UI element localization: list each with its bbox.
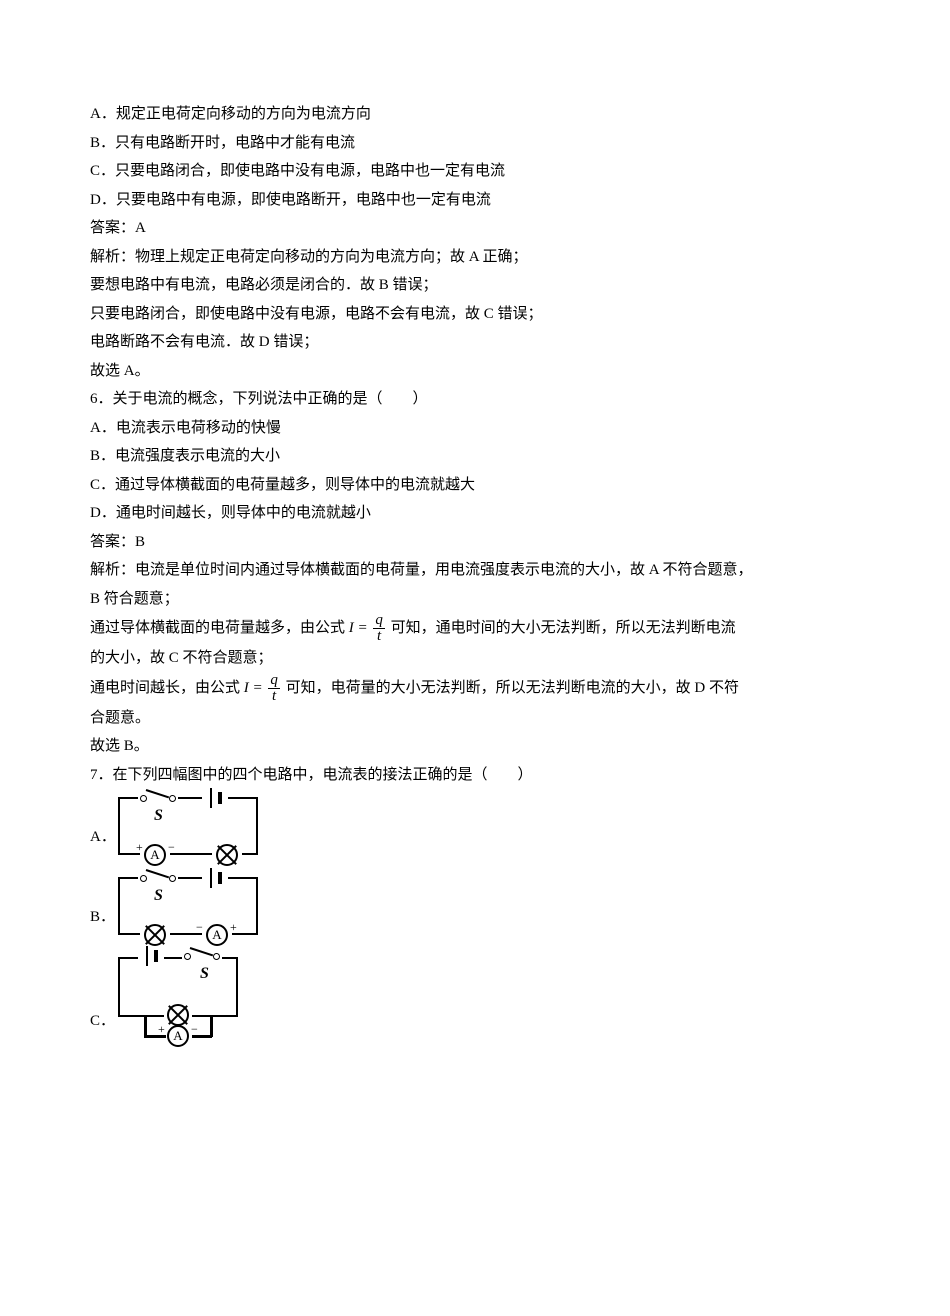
battery-icon (206, 788, 224, 808)
formula-num-2: q (268, 673, 280, 689)
switch-label: S (154, 801, 163, 831)
q6-option-a: A．电流表示电荷移动的快慢 (90, 414, 860, 443)
formula-den-2: t (268, 689, 280, 704)
q6-option-d: D．通电时间越长，则导体中的电流就越小 (90, 499, 860, 528)
q6-ex2a-text: 通过导体横截面的电荷量越多，由公式 (90, 620, 345, 636)
q5-option-d: D．只要电路中有电源，即使电路断开，电路中也一定有电流 (90, 186, 860, 215)
ammeter-plus: + (230, 921, 237, 933)
q7-option-a-row: A． S A + − (90, 797, 860, 855)
q5-explain-1: 解析：物理上规定正电荷定向移动的方向为电流方向；故 A 正确； (90, 243, 860, 272)
battery-icon (206, 868, 224, 888)
q5-explain-3: 只要电路闭合，即使电路中没有电源，电路不会有电流，故 C 错误； (90, 300, 860, 329)
ammeter-minus: − (191, 1023, 198, 1035)
q6-ex3a-text: 通电时间越长，由公式 (90, 679, 240, 695)
q6-answer: 答案：B (90, 528, 860, 557)
q5-explain-2: 要想电路中有电流，电路必须是闭合的．故 B 错误； (90, 271, 860, 300)
q5-answer: 答案：A (90, 214, 860, 243)
q6-explain-4: 故选 B。 (90, 732, 860, 761)
ammeter-minus: − (168, 841, 175, 853)
q6-explain-3-line1: 通电时间越长，由公式 I = qt 可知，电荷量的大小无法判断，所以无法判断电流… (90, 673, 860, 704)
switch-icon (140, 867, 174, 881)
lamp-icon (167, 1004, 189, 1026)
formula-frac-2: qt (268, 673, 280, 704)
q6-explain-1b: B 符合题意； (90, 585, 860, 614)
formula-eq-1: = (354, 620, 372, 636)
q6-explain-2-line2: 的大小，故 C 不符合题意； (90, 644, 860, 673)
switch-label: S (200, 959, 209, 989)
lamp-icon (144, 924, 166, 946)
q6-stem: 6．关于电流的概念，下列说法中正确的是（ ） (90, 385, 860, 414)
q7-option-b-row: B． S A − + (90, 877, 860, 935)
q6-explain-1a: 解析：电流是单位时间内通过导体横截面的电荷量，用电流强度表示电流的大小，故 A … (90, 556, 860, 585)
q7-option-c-row: C． S A + − (90, 957, 860, 1039)
q5-option-c: C．只要电路闭合，即使电路中没有电源，电路中也一定有电流 (90, 157, 860, 186)
switch-label: S (154, 881, 163, 911)
q7-label-a: A． (90, 823, 118, 856)
q6-option-b: B．电流强度表示电流的大小 (90, 442, 860, 471)
circuit-a: S A + − (118, 797, 258, 855)
circuit-b: S A − + (118, 877, 258, 935)
formula-frac-1: qt (373, 613, 385, 644)
q6-ex2b-text: 可知，通电时间的大小无法判断，所以无法判断电流 (391, 620, 736, 636)
q5-option-a: A．规定正电荷定向移动的方向为电流方向 (90, 100, 860, 129)
q7-label-b: B． (90, 903, 118, 936)
q5-explain-5: 故选 A。 (90, 357, 860, 386)
ammeter-icon: A (144, 844, 166, 866)
q6-ex3b-text: 可知，电荷量的大小无法判断，所以无法判断电流的大小，故 D 不符 (286, 679, 739, 695)
q5-option-b: B．只有电路断开时，电路中才能有电流 (90, 129, 860, 158)
battery-icon (142, 946, 160, 966)
ammeter-icon: A (206, 924, 228, 946)
ammeter-plus: + (158, 1023, 165, 1035)
q6-explain-2-line1: 通过导体横截面的电荷量越多，由公式 I = qt 可知，通电时间的大小无法判断，… (90, 613, 860, 644)
q6-explain-3-line2: 合题意。 (90, 704, 860, 733)
formula-num-1: q (373, 613, 385, 629)
q6-option-c: C．通过导体横截面的电荷量越多，则导体中的电流就越大 (90, 471, 860, 500)
q5-explain-4: 电路断路不会有电流．故 D 错误； (90, 328, 860, 357)
switch-icon (184, 945, 218, 959)
ammeter-plus: + (136, 841, 143, 853)
circuit-c: S A + − (118, 957, 238, 1039)
document-page: A．规定正电荷定向移动的方向为电流方向 B．只有电路断开时，电路中才能有电流 C… (0, 0, 950, 1316)
switch-icon (140, 787, 174, 801)
lamp-icon (216, 844, 238, 866)
formula-den-1: t (373, 629, 385, 644)
q7-label-c: C． (90, 1007, 118, 1040)
ammeter-minus: − (196, 921, 203, 933)
ammeter-icon: A (167, 1025, 189, 1047)
q7-stem: 7．在下列四幅图中的四个电路中，电流表的接法正确的是（ ） (90, 761, 860, 790)
formula-eq-2: = (249, 679, 267, 695)
